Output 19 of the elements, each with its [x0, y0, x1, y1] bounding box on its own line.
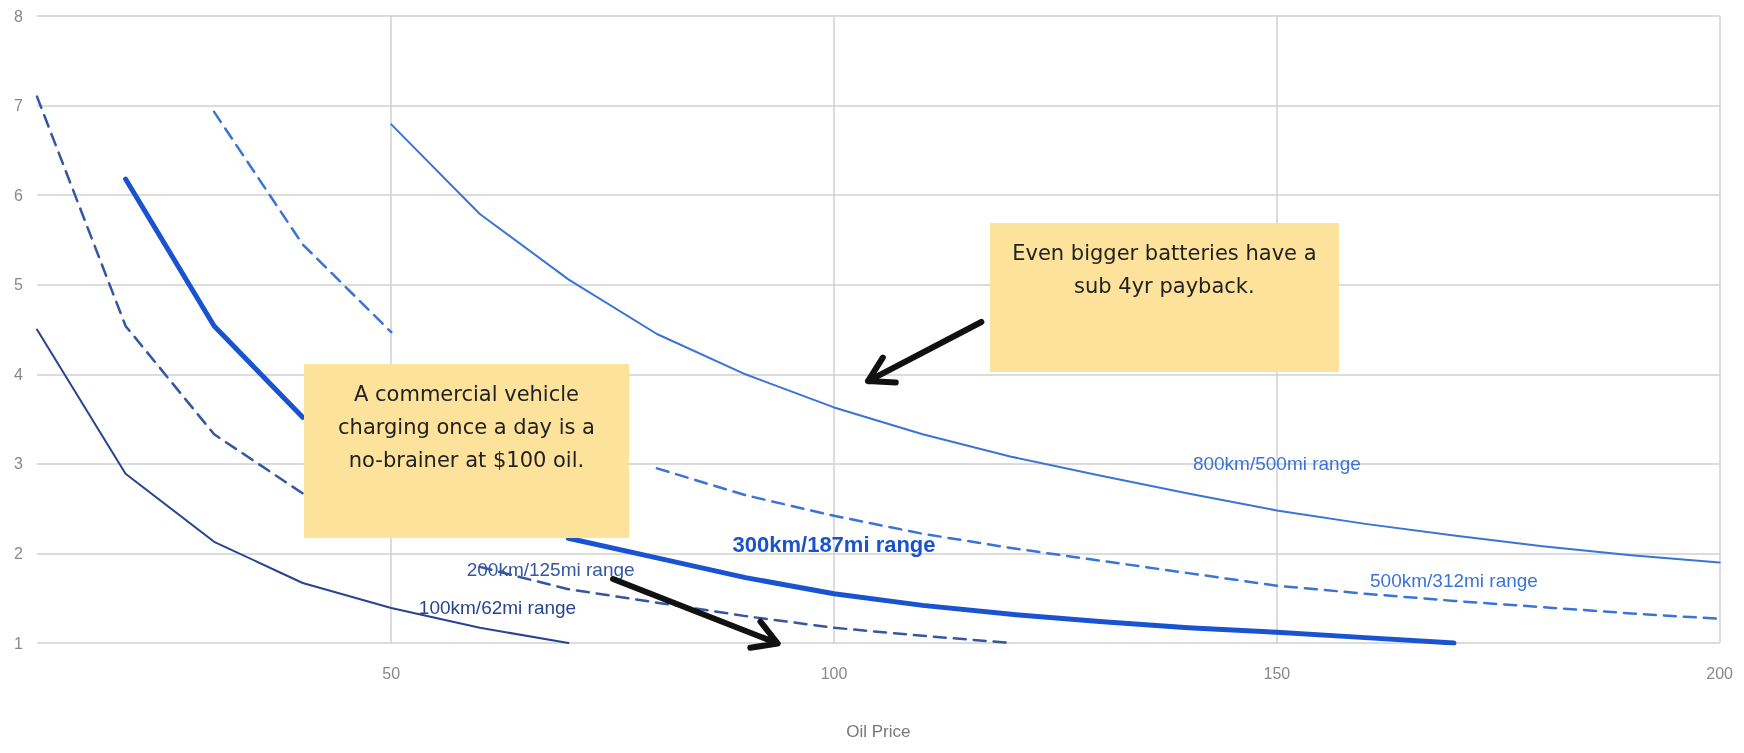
y-tick-label: 8: [14, 7, 24, 25]
x-tick-label: 200: [1706, 664, 1734, 682]
y-tick-label: 1: [14, 634, 24, 652]
y-tick-label: 2: [14, 544, 24, 562]
x-axis-title: Oil Price: [846, 722, 911, 741]
y-tick-label: 6: [14, 186, 24, 204]
series-label: 300km/187mi range: [732, 531, 936, 557]
y-tick-label: 7: [14, 97, 24, 115]
series-label: 800km/500mi range: [1192, 453, 1361, 475]
sticky-note: A commercial vehicle charging once a day is a no-brainer at $100 oil.: [304, 364, 629, 539]
series-label: 500km/312mi range: [1370, 569, 1538, 591]
series-label: 100km/62mi range: [418, 596, 577, 618]
y-tick-label: 5: [14, 276, 24, 294]
x-tick-label: 150: [1263, 664, 1291, 682]
x-tick-label: 50: [382, 664, 401, 682]
x-tick-label: 100: [820, 664, 848, 682]
sticky-note: Even bigger batteries have a sub 4yr payback.: [989, 222, 1339, 372]
y-tick-label: 3: [14, 455, 24, 473]
y-tick-label: 4: [14, 365, 24, 383]
